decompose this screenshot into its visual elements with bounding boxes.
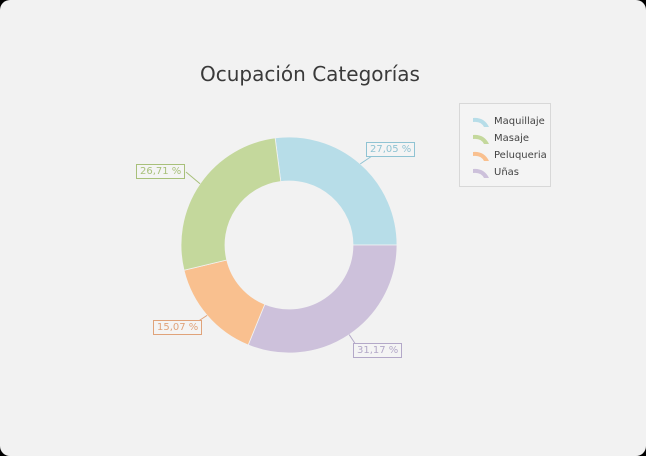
data-label-maquillaje: 27,05 %: [366, 142, 416, 157]
legend-item-peluqueria[interactable]: Peluqueria: [460, 147, 550, 164]
legend-swatch-icon: [473, 117, 489, 127]
legend-swatch-icon: [473, 151, 489, 161]
legend-item-unas[interactable]: Uñas: [460, 164, 550, 181]
data-label-peluqueria: 15,07 %: [153, 320, 203, 335]
legend-swatch-icon: [473, 134, 489, 144]
chart-title: Ocupación Categorías: [200, 62, 420, 86]
data-label-uñas: 31,17 %: [353, 343, 403, 358]
donut-segment-masaje[interactable]: [180, 137, 282, 271]
legend-swatch-icon: [473, 168, 489, 178]
legend-item-maquillaje[interactable]: Maquillaje: [460, 113, 550, 130]
legend-item-masaje[interactable]: Masaje: [460, 130, 550, 147]
legend: Maquillaje Masaje Peluqueria Uñas: [459, 103, 551, 187]
donut-segment-maquillaje[interactable]: [274, 136, 398, 246]
donut-segment-uñas[interactable]: [247, 244, 398, 354]
data-label-masaje: 26,71 %: [136, 164, 186, 179]
